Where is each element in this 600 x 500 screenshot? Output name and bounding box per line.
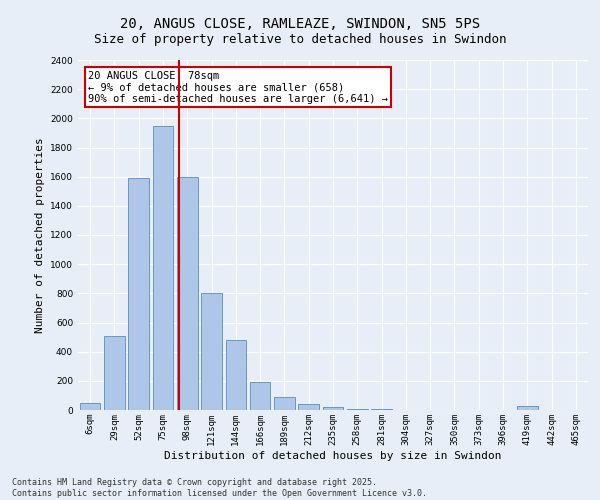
- Bar: [347, 408, 368, 410]
- X-axis label: Distribution of detached houses by size in Swindon: Distribution of detached houses by size …: [164, 450, 502, 460]
- Text: 20, ANGUS CLOSE, RAMLEAZE, SWINDON, SN5 5PS: 20, ANGUS CLOSE, RAMLEAZE, SWINDON, SN5 …: [120, 18, 480, 32]
- Bar: [323, 407, 343, 410]
- Bar: [177, 176, 197, 410]
- Y-axis label: Number of detached properties: Number of detached properties: [35, 137, 44, 333]
- Bar: [298, 404, 319, 410]
- Text: 20 ANGUS CLOSE: 78sqm
← 9% of detached houses are smaller (658)
90% of semi-deta: 20 ANGUS CLOSE: 78sqm ← 9% of detached h…: [88, 70, 388, 104]
- Bar: [274, 397, 295, 410]
- Text: Size of property relative to detached houses in Swindon: Size of property relative to detached ho…: [94, 32, 506, 46]
- Bar: [80, 402, 100, 410]
- Bar: [250, 382, 271, 410]
- Bar: [201, 294, 222, 410]
- Bar: [128, 178, 149, 410]
- Text: Contains HM Land Registry data © Crown copyright and database right 2025.
Contai: Contains HM Land Registry data © Crown c…: [12, 478, 427, 498]
- Bar: [152, 126, 173, 410]
- Bar: [517, 406, 538, 410]
- Bar: [226, 340, 246, 410]
- Bar: [104, 336, 125, 410]
